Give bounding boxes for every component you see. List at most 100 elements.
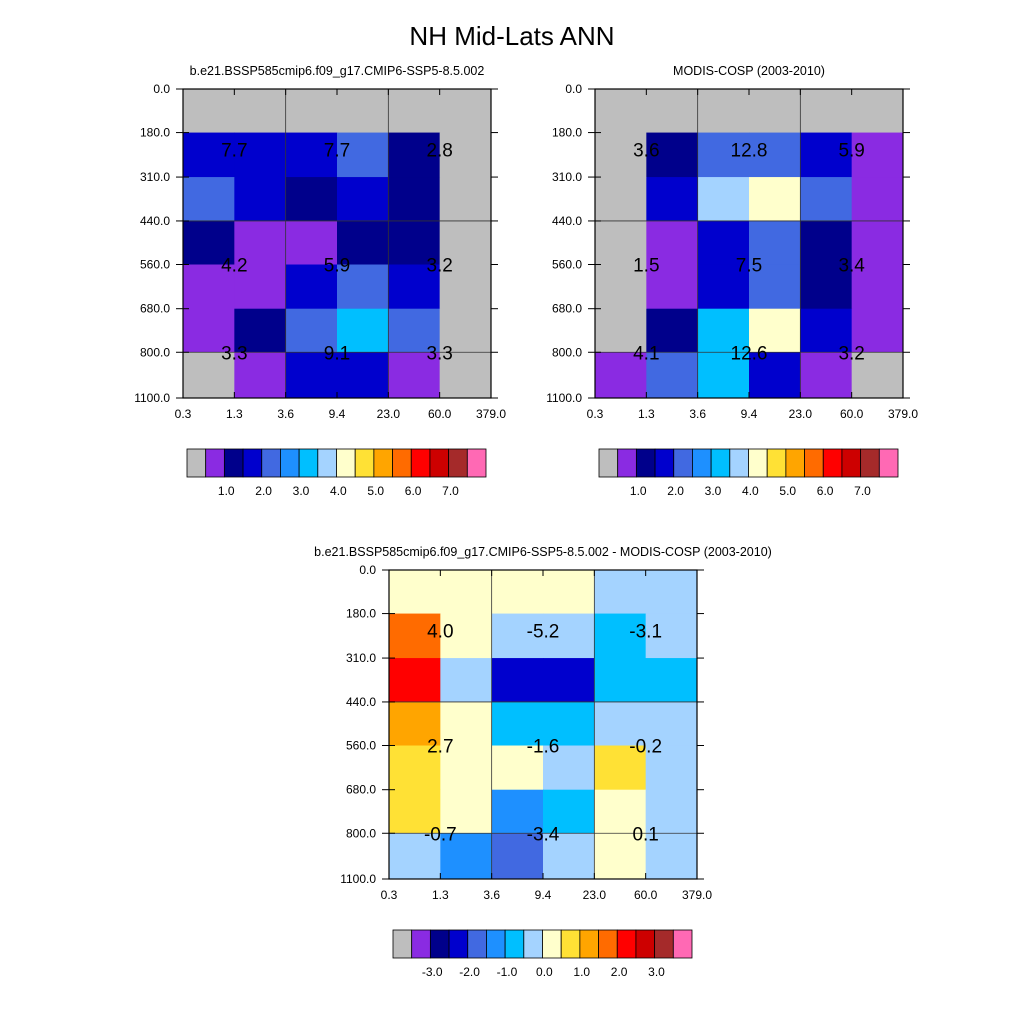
y-tick-label: 680.0: [140, 302, 170, 316]
x-tick-label: 1.3: [432, 888, 449, 902]
heatmap-cell: [285, 177, 338, 222]
y-tick-label: 0.0: [565, 82, 582, 96]
heatmap-cell: [543, 701, 595, 747]
cell-value-label: 12.6: [731, 343, 768, 364]
panel-title: b.e21.BSSP585cmip6.f09_g17.CMIP6-SSP5-8.…: [190, 64, 485, 78]
x-tick-label: 60.0: [840, 407, 864, 421]
colorbar-tick-label: 1.0: [630, 484, 647, 498]
x-tick-label: 9.4: [329, 407, 346, 421]
colorbar-tick-label: 5.0: [367, 484, 384, 498]
colorbar-tick-label: 7.0: [854, 484, 871, 498]
colorbar-swatch: [373, 448, 393, 478]
heatmap-cell: [183, 220, 235, 266]
heatmap-cell: [800, 308, 853, 353]
heatmap-cell: [440, 570, 493, 615]
colorbar-swatch: [616, 929, 637, 959]
heatmap-cell: [337, 264, 389, 310]
heatmap-cell: [543, 745, 595, 791]
y-tick-label: 180.0: [346, 607, 376, 621]
colorbar-swatch: [467, 929, 487, 959]
colorbar-tick-label: 3.0: [293, 484, 310, 498]
colorbar-swatch: [392, 448, 412, 478]
heatmap-cell: [285, 352, 338, 399]
heatmap-cell: [491, 570, 544, 615]
heatmap-cell: [234, 89, 287, 134]
colorbar-tick-label: -3.0: [422, 965, 443, 979]
heatmap-cell: [749, 177, 801, 222]
heatmap-cell: [440, 613, 493, 659]
y-tick-label: 800.0: [552, 345, 582, 359]
colorbar-swatch: [448, 448, 468, 478]
cell-value-label: 7.7: [324, 141, 350, 162]
heatmap-cell: [800, 352, 853, 399]
heatmap-cell: [749, 264, 801, 310]
colorbar-swatch: [354, 448, 375, 478]
heatmap-cell: [851, 132, 904, 178]
colorbar-tick-label: 4.0: [330, 484, 347, 498]
heatmap-cell: [595, 132, 647, 178]
heatmap-cell: [439, 89, 492, 134]
colorbar-swatch: [860, 448, 880, 478]
heatmap-cell: [388, 177, 441, 222]
panel-title: b.e21.BSSP585cmip6.f09_g17.CMIP6-SSP5-8.…: [314, 545, 772, 559]
heatmap-cell: [491, 701, 544, 747]
x-tick-label: 23.0: [789, 407, 813, 421]
heatmap-cell: [491, 658, 544, 703]
y-tick-label: 440.0: [552, 214, 582, 228]
heatmap-cell: [543, 570, 595, 615]
cell-value-label: 3.2: [838, 343, 864, 364]
y-tick-label: 1100.0: [340, 872, 376, 886]
colorbar-tick-label: 7.0: [442, 484, 459, 498]
colorbar-tick-label: -2.0: [459, 965, 480, 979]
y-tick-label: 310.0: [140, 170, 170, 184]
heatmap-cell: [183, 308, 235, 353]
heatmap-cell: [388, 132, 441, 178]
colorbar-swatch: [486, 929, 506, 959]
heatmap-cell: [595, 352, 647, 399]
heatmap-cell: [440, 833, 493, 880]
cell-value-label: -3.1: [629, 622, 662, 643]
heatmap-cell: [491, 613, 544, 659]
heatmap-cell: [645, 701, 698, 747]
y-tick-label: 0.0: [359, 563, 376, 577]
panel-title: MODIS-COSP (2003-2010): [673, 64, 825, 78]
cell-value-label: 7.5: [736, 256, 762, 277]
colorbar-swatch: [280, 448, 300, 478]
cell-value-label: 12.8: [731, 141, 768, 162]
heatmap-cell: [337, 220, 389, 266]
colorbar-swatch: [822, 448, 843, 478]
heatmap-cell: [645, 613, 698, 659]
heatmap-cell: [594, 570, 647, 615]
heatmap-cell: [388, 308, 441, 353]
colorbar-swatch: [523, 929, 543, 959]
cell-value-label: -0.7: [424, 824, 457, 845]
x-tick-label: 3.6: [277, 407, 294, 421]
colorbar-swatch: [672, 929, 693, 959]
heatmap-cell: [439, 352, 492, 399]
heatmap-cell: [439, 308, 492, 353]
heatmap-cell: [749, 308, 801, 353]
heatmap-cell: [285, 89, 338, 134]
colorbar-tick-label: -1.0: [497, 965, 518, 979]
figure-title: NH Mid-Lats ANN: [409, 21, 614, 51]
heatmap-cell: [389, 833, 441, 880]
heatmap-cell: [183, 352, 235, 399]
heatmap-cell: [697, 89, 750, 134]
heatmap-cell: [439, 264, 492, 310]
colorbar-swatch: [223, 448, 244, 478]
colorbar-swatch: [466, 448, 487, 478]
heatmap-cell: [234, 352, 287, 399]
cell-value-label: 3.3: [221, 343, 247, 364]
heatmap-cell: [337, 132, 389, 178]
heatmap-cell: [183, 177, 235, 222]
heatmap-cell: [851, 177, 904, 222]
heatmap-cell: [388, 220, 441, 266]
y-tick-label: 560.0: [552, 258, 582, 272]
x-tick-label: 23.0: [583, 888, 607, 902]
cell-value-label: 0.1: [632, 824, 658, 845]
colorbar-tick-label: 6.0: [817, 484, 834, 498]
heatmap-cell: [234, 308, 287, 353]
colorbar-swatch: [298, 448, 319, 478]
cell-value-label: 4.0: [427, 622, 453, 643]
